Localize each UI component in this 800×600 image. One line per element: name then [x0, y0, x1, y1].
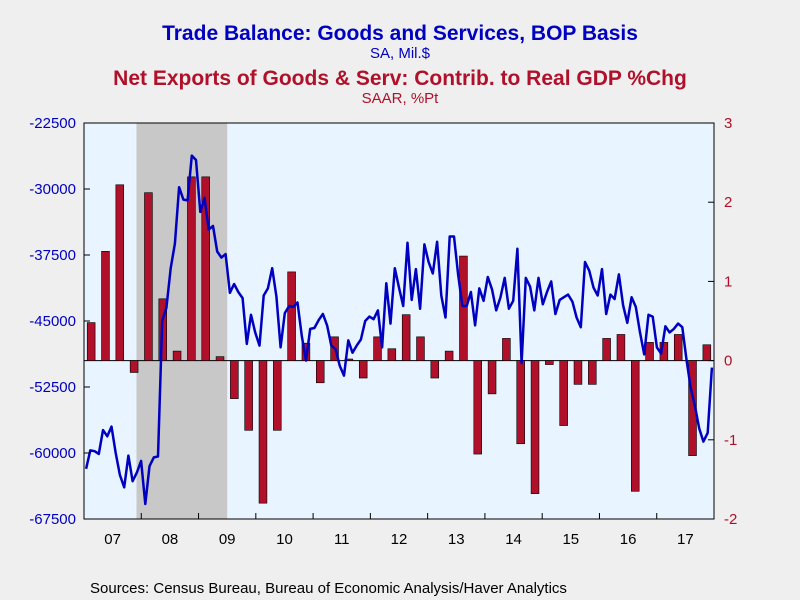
bar: [401, 314, 411, 361]
bar: [172, 350, 182, 361]
bar: [129, 360, 139, 373]
bar: [287, 271, 296, 361]
bar: [602, 338, 611, 361]
left-tick-label: -67500: [29, 511, 76, 528]
x-tick-label: 13: [448, 531, 465, 548]
x-tick-label: 07: [104, 531, 121, 548]
x-axis: 07 08 09 10 11 12 13 14 15 16 17: [83, 513, 715, 548]
bar: [487, 360, 497, 395]
bar: [387, 348, 397, 361]
bar: [316, 360, 325, 384]
bar: [258, 360, 268, 504]
left-tick-label: -60000: [29, 445, 76, 462]
left-tick-label: -52500: [29, 379, 76, 396]
x-tick-label: 17: [677, 531, 694, 548]
bar: [459, 255, 468, 361]
bar: [115, 184, 125, 361]
bar: [444, 350, 454, 361]
bar: [144, 192, 153, 361]
bar: [215, 356, 225, 361]
x-tick-label: 08: [162, 531, 179, 548]
bar: [631, 360, 640, 492]
bar: [559, 360, 568, 426]
bar: [187, 176, 196, 361]
title-net-exports: Net Exports of Goods & Serv: Contrib. to…: [113, 67, 687, 90]
right-tick-label: -2: [724, 511, 737, 528]
left-tick-label: -30000: [29, 181, 76, 198]
bar: [273, 360, 282, 431]
bar: [702, 344, 712, 361]
bar: [244, 360, 253, 431]
bar: [86, 322, 96, 361]
right-tick-label: 2: [724, 194, 732, 211]
bar: [416, 336, 425, 361]
x-tick-label: 15: [562, 531, 579, 548]
subtitle-net-exports: SAAR, %Pt: [362, 90, 440, 107]
title-trade-balance: Trade Balance: Goods and Services, BOP B…: [162, 22, 638, 45]
bar: [673, 334, 683, 361]
bar: [502, 338, 511, 361]
bar: [573, 360, 583, 385]
left-tick-label: -37500: [29, 247, 76, 264]
bar: [516, 360, 525, 445]
bar: [545, 360, 554, 365]
source-note: Sources: Census Bureau, Bureau of Econom…: [90, 580, 567, 597]
bar: [616, 334, 626, 361]
right-tick-label: 1: [724, 273, 732, 290]
bar: [473, 360, 482, 455]
left-axis: -22500 -30000 -37500 -45000 -52500 -60000 -675…: [29, 115, 90, 528]
left-tick-label: -45000: [29, 313, 76, 330]
bar: [645, 342, 654, 361]
left-tick-label: -22500: [29, 115, 76, 132]
x-tick-label: 10: [276, 531, 293, 548]
bar-series: [86, 176, 712, 504]
right-axis: 3 2 1 0 -1 -2: [708, 115, 737, 528]
trade-balance-line: [84, 154, 714, 506]
bar: [430, 360, 440, 379]
bar: [230, 360, 239, 399]
x-tick-label: 16: [620, 531, 637, 548]
x-tick-label: 09: [219, 531, 236, 548]
bar: [201, 176, 210, 361]
x-tick-label: 12: [391, 531, 408, 548]
bar: [101, 251, 110, 361]
x-tick-label: 14: [505, 531, 522, 548]
right-tick-label: 3: [724, 115, 732, 132]
right-tick-label: 0: [724, 353, 732, 370]
subtitle-trade-balance: SA, Mil.$: [370, 45, 431, 62]
right-tick-label: -1: [724, 432, 737, 449]
bar: [530, 360, 540, 494]
x-tick-label: 11: [334, 531, 350, 548]
bar: [588, 360, 597, 385]
bar: [373, 336, 382, 361]
bar: [358, 360, 368, 379]
